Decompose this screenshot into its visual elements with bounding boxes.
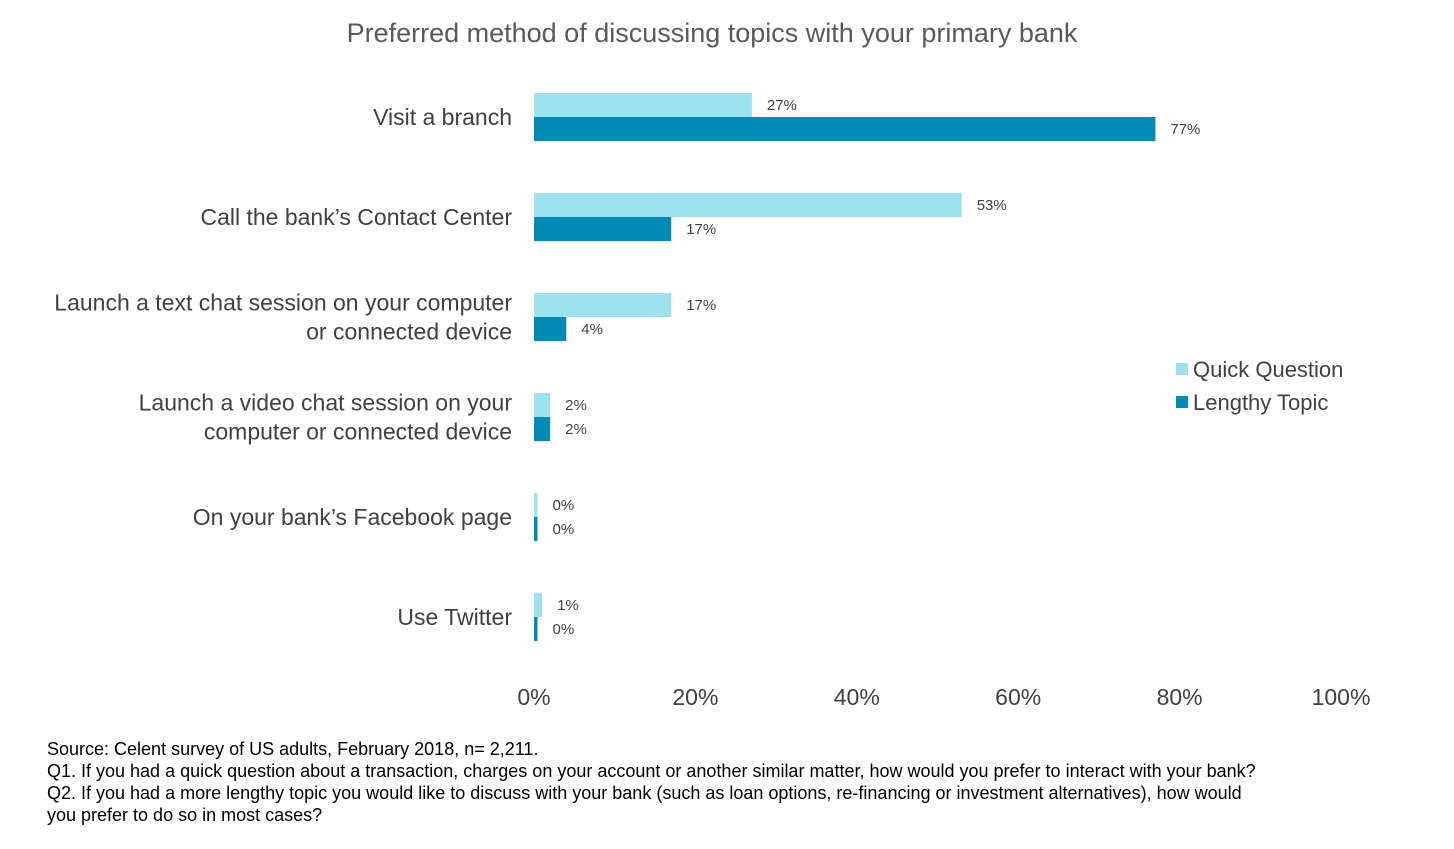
question-1-note: Q1. If you had a quick question about a … (47, 761, 1256, 781)
chart-notes: Source: Celent survey of US adults, Febr… (47, 738, 1447, 826)
bar (534, 417, 551, 441)
category-label: Launch a text chat session on your compu… (54, 290, 512, 345)
category-label-line: or connected device (306, 319, 512, 345)
data-label: 2% (565, 397, 587, 414)
category-label-line: Use Twitter (397, 604, 512, 630)
bars (534, 93, 1156, 641)
legend-label: Lengthy Topic (1193, 390, 1328, 415)
category-label: Visit a branch (373, 104, 512, 130)
data-label: 0% (553, 521, 575, 538)
bar (534, 593, 543, 617)
category-label: Launch a video chat session on your compu… (139, 390, 513, 445)
bar (534, 393, 551, 417)
bar (534, 317, 567, 341)
bar (534, 193, 962, 217)
category-label-line: Launch a video chat session on your (139, 390, 513, 416)
legend-swatch (1176, 396, 1188, 408)
question-2-note-line-2: you prefer to do so in most cases? (47, 805, 323, 825)
category-label-line: Visit a branch (373, 104, 512, 130)
data-label: 53% (977, 197, 1007, 214)
data-label: 4% (581, 321, 603, 338)
legend: Quick Question Lengthy Topic (1176, 357, 1343, 415)
x-tick-label: 100% (1312, 684, 1371, 710)
category-label: Call the bank’s Contact Center (200, 204, 512, 230)
question-2-note-line-1: Q2. If you had a more lengthy topic you … (47, 783, 1242, 803)
x-tick-label: 60% (995, 684, 1041, 710)
source-note: Source: Celent survey of US adults, Febr… (47, 739, 539, 759)
bar (534, 617, 538, 641)
category-labels: Visit a branch Call the bank’s Contact Ce… (54, 104, 512, 630)
x-axis-ticks: 0% 20% 40% 60% 80% 100% (517, 684, 1370, 710)
data-label: 1% (557, 597, 579, 614)
category-label: On your bank’s Facebook page (193, 504, 512, 530)
data-label: 2% (565, 421, 587, 438)
category-label-line: Call the bank’s Contact Center (200, 204, 512, 230)
x-tick-label: 40% (834, 684, 880, 710)
bar (534, 493, 538, 517)
data-label: 27% (767, 97, 797, 114)
legend-swatch (1176, 363, 1188, 375)
legend-label: Quick Question (1193, 357, 1343, 382)
category-label-line: On your bank’s Facebook page (193, 504, 512, 530)
category-label-line: computer or connected device (204, 419, 512, 445)
data-label: 17% (686, 297, 716, 314)
bar-chart: Preferred method of discussing topics wi… (54, 18, 1370, 710)
x-tick-label: 20% (672, 684, 718, 710)
chart-title: Preferred method of discussing topics wi… (347, 18, 1078, 48)
bar (534, 217, 672, 241)
category-label-line: Launch a text chat session on your compu… (54, 290, 512, 316)
data-label: 0% (553, 497, 575, 514)
bar (534, 117, 1156, 141)
x-tick-label: 0% (517, 684, 550, 710)
category-label: Use Twitter (397, 604, 512, 630)
data-labels: 27% 77% 53% 17% 17% 4% 2% 2% 0% 0% 1% 0% (553, 97, 1201, 638)
data-label: 77% (1170, 121, 1200, 138)
bar (534, 93, 752, 117)
bar (534, 517, 538, 541)
data-label: 17% (686, 221, 716, 238)
x-tick-label: 80% (1157, 684, 1203, 710)
bar (534, 293, 672, 317)
data-label: 0% (553, 621, 575, 638)
